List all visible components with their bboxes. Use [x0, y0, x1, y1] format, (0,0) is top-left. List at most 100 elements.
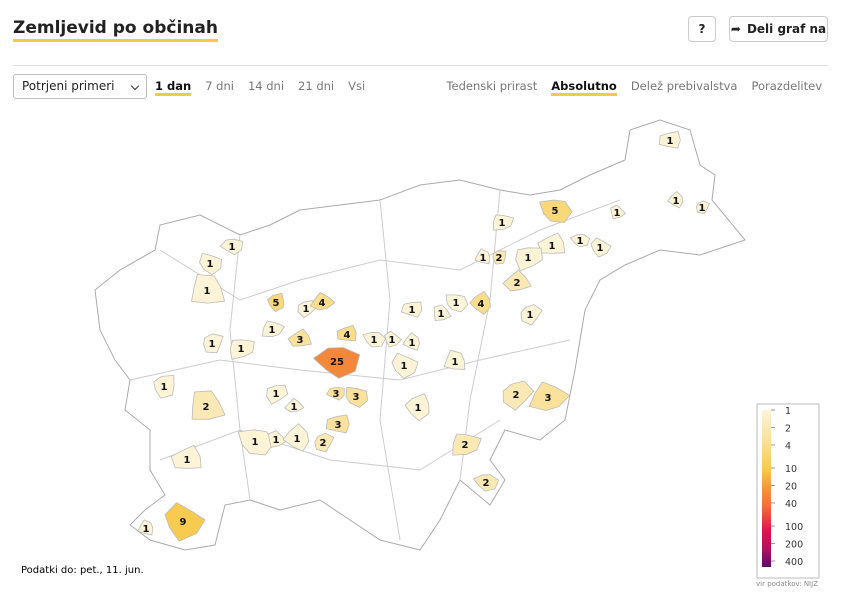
municipality-label: 1 — [204, 286, 211, 297]
municipality — [502, 380, 535, 411]
municipality-label: 1 — [303, 304, 310, 315]
municipality — [345, 386, 369, 408]
border — [159, 199, 621, 301]
municipality — [492, 214, 515, 231]
municipality-label: 1 — [577, 236, 584, 247]
municipality-label: 3 — [335, 420, 342, 431]
municipality — [400, 301, 423, 318]
footer-date: Podatki do: pet., 11. jun. — [21, 565, 144, 576]
municipality-label: 1 — [229, 242, 236, 253]
municipality-label: 1 — [238, 344, 245, 355]
municipality — [452, 433, 482, 456]
period-tab[interactable]: 7 dni — [205, 79, 234, 93]
view-tab[interactable]: Absolutno — [551, 79, 617, 96]
municipality — [153, 374, 175, 399]
municipality-label: 1 — [371, 335, 378, 346]
border — [159, 419, 501, 471]
municipality-label: 1 — [699, 203, 706, 214]
municipality — [261, 320, 285, 338]
period-tab[interactable]: 1 dan — [155, 79, 192, 96]
municipality — [695, 200, 711, 215]
municipality-label: 1 — [294, 434, 301, 445]
legend-label: 20 — [785, 482, 797, 493]
municipality-label: 1 — [525, 253, 532, 264]
legend-label: 2 — [785, 423, 791, 434]
municipality-label: 5 — [552, 206, 559, 217]
municipality — [314, 432, 335, 453]
municipality — [137, 519, 154, 536]
municipality — [191, 390, 226, 420]
municipality-label: 1 — [389, 335, 396, 346]
municipality — [203, 333, 224, 354]
municipality — [170, 444, 202, 469]
share-label: Deli graf na — [746, 22, 827, 36]
municipality — [164, 502, 206, 542]
period-tab[interactable]: Vsi — [348, 79, 366, 93]
municipality — [219, 238, 244, 256]
municipality — [266, 384, 289, 405]
municipality — [267, 292, 285, 313]
municipality-label: 9 — [180, 517, 187, 528]
municipality-label: 4 — [319, 298, 326, 309]
municipality — [539, 199, 573, 223]
municipality — [443, 349, 466, 370]
municipality-label: 1 — [269, 325, 276, 336]
municipality — [229, 339, 255, 360]
municipality — [284, 397, 305, 413]
period-tab[interactable]: 21 dni — [298, 79, 335, 93]
legend-label: 100 — [785, 522, 803, 533]
legend-label: 4 — [785, 441, 791, 452]
legend-label: 40 — [785, 499, 797, 510]
share-icon: ➦ — [730, 22, 741, 36]
municipality-label: 1 — [409, 305, 416, 316]
view-tab[interactable]: Delež prebivalstva — [630, 79, 738, 93]
municipality-label: 1 — [438, 309, 445, 320]
municipality — [336, 324, 357, 342]
help-button[interactable]: ? — [688, 16, 716, 42]
view-tabs: Tedenski prirast Absolutno Delež prebivals… — [446, 79, 822, 96]
municipality — [362, 331, 387, 348]
municipality-label: 3 — [353, 392, 360, 403]
divider — [13, 65, 828, 66]
view-tab[interactable]: Porazdelitev — [751, 79, 822, 93]
municipality-label: 1 — [480, 253, 487, 264]
municipality-label: 4 — [344, 330, 351, 341]
municipality-label: 2 — [496, 253, 503, 264]
municipality — [433, 304, 452, 322]
municipality — [502, 269, 532, 292]
municipality-label: 1 — [667, 136, 674, 147]
period-tab[interactable]: 14 dni — [247, 79, 285, 93]
border — [379, 199, 401, 541]
municipality-label: 2 — [462, 440, 469, 451]
municipality-label: 1 — [252, 437, 259, 448]
title: Zemljevid po občinah — [13, 18, 218, 42]
municipality-label: 1 — [401, 361, 408, 372]
municipality — [384, 330, 402, 348]
municipality-label: 1 — [597, 243, 604, 254]
municipality — [474, 248, 491, 265]
municipality-label: 1 — [161, 382, 168, 393]
metric-select[interactable]: Potrjeni primeri — [13, 74, 147, 99]
municipality-label: 2 — [514, 278, 521, 289]
municipality — [282, 423, 310, 452]
legend-label: 1 — [785, 406, 791, 417]
municipality — [404, 393, 430, 422]
municipality-label: 1 — [207, 259, 214, 270]
municipality — [590, 237, 612, 258]
border — [229, 234, 251, 501]
municipality-label: 2 — [203, 402, 210, 413]
municipality-label: 1 — [209, 339, 216, 350]
municipality — [191, 274, 226, 304]
view-tab[interactable]: Tedenski prirast — [446, 79, 538, 93]
municipality — [391, 352, 419, 380]
legend-label: 200 — [785, 540, 803, 551]
municipality — [268, 430, 287, 448]
municipality-label: 1 — [453, 298, 460, 309]
share-button[interactable]: ➦ Deli graf na — [729, 16, 828, 42]
legend-bar — [762, 410, 771, 567]
municipality-label: 2 — [483, 478, 490, 489]
municipality-label: 1 — [273, 435, 280, 446]
municipality-label: 3 — [545, 393, 552, 404]
